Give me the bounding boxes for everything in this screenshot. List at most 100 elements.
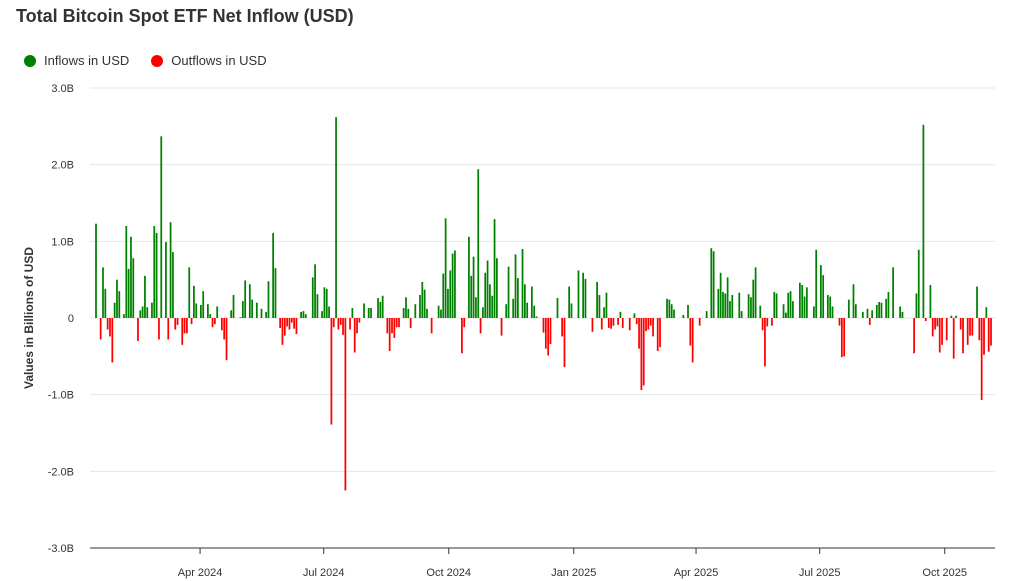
inflow-bar[interactable] xyxy=(596,281,598,318)
outflow-bar[interactable] xyxy=(167,318,170,340)
outflow-bar[interactable] xyxy=(691,318,694,363)
outflow-bar[interactable] xyxy=(174,318,177,330)
inflow-bar[interactable] xyxy=(472,256,475,318)
inflow-bar[interactable] xyxy=(239,317,242,319)
outflow-bar[interactable] xyxy=(409,318,412,328)
inflow-bar[interactable] xyxy=(831,306,834,319)
outflow-bar[interactable] xyxy=(283,318,286,336)
inflow-bar[interactable] xyxy=(712,251,715,318)
outflow-bar[interactable] xyxy=(962,318,964,354)
inflow-bar[interactable] xyxy=(759,305,762,318)
inflow-bar[interactable] xyxy=(929,285,932,318)
inflow-bar[interactable] xyxy=(750,297,752,318)
inflow-bar[interactable] xyxy=(885,298,887,318)
outflow-bar[interactable] xyxy=(600,318,603,330)
inflow-bar[interactable] xyxy=(922,124,925,318)
inflow-bar[interactable] xyxy=(486,260,489,319)
inflow-bar[interactable] xyxy=(300,311,302,318)
outflow-bar[interactable] xyxy=(183,318,186,334)
outflow-bar[interactable] xyxy=(983,318,985,355)
outflow-bar[interactable] xyxy=(111,318,114,363)
inflow-bar[interactable] xyxy=(738,292,741,318)
outflow-bar[interactable] xyxy=(286,318,288,327)
outflow-bar[interactable] xyxy=(689,318,692,346)
inflow-bar[interactable] xyxy=(950,315,953,318)
outflow-bar[interactable] xyxy=(838,318,841,326)
inflow-bar[interactable] xyxy=(426,308,428,318)
inflow-bar[interactable] xyxy=(230,310,233,318)
inflow-bar[interactable] xyxy=(880,302,883,318)
outflow-bar[interactable] xyxy=(966,318,969,345)
outflow-bar[interactable] xyxy=(356,318,358,334)
outflow-bar[interactable] xyxy=(290,318,293,323)
inflow-bar[interactable] xyxy=(251,299,254,318)
inflow-bar[interactable] xyxy=(875,304,878,318)
outflow-bar[interactable] xyxy=(771,318,773,326)
inflow-bar[interactable] xyxy=(414,304,417,318)
outflow-bar[interactable] xyxy=(649,318,652,326)
inflow-bar[interactable] xyxy=(125,226,128,318)
inflow-bar[interactable] xyxy=(325,288,328,318)
inflow-bar[interactable] xyxy=(314,264,316,318)
inflow-bar[interactable] xyxy=(806,287,808,318)
inflow-bar[interactable] xyxy=(200,304,202,318)
inflow-bar[interactable] xyxy=(482,307,484,318)
inflow-bar[interactable] xyxy=(789,291,792,318)
inflow-bar[interactable] xyxy=(160,136,163,318)
outflow-bar[interactable] xyxy=(645,318,647,332)
outflow-bar[interactable] xyxy=(281,318,284,345)
inflow-bar[interactable] xyxy=(447,288,449,318)
outflow-bar[interactable] xyxy=(500,318,503,336)
inflow-bar[interactable] xyxy=(603,307,605,318)
inflow-bar[interactable] xyxy=(493,219,496,318)
outflow-bar[interactable] xyxy=(295,318,298,335)
outflow-bar[interactable] xyxy=(342,318,344,335)
inflow-bar[interactable] xyxy=(260,308,263,318)
outflow-bar[interactable] xyxy=(978,318,981,341)
inflow-bar[interactable] xyxy=(123,314,125,318)
inflow-bar[interactable] xyxy=(799,282,801,318)
outflow-bar[interactable] xyxy=(945,318,948,341)
outflow-bar[interactable] xyxy=(542,318,545,333)
inflow-bar[interactable] xyxy=(731,295,734,318)
inflow-bar[interactable] xyxy=(754,267,757,318)
outflow-bar[interactable] xyxy=(339,318,342,325)
inflow-bar[interactable] xyxy=(139,310,142,318)
inflow-bar[interactable] xyxy=(899,306,901,319)
inflow-bar[interactable] xyxy=(598,295,601,318)
inflow-bar[interactable] xyxy=(854,304,857,318)
inflow-bar[interactable] xyxy=(568,286,571,318)
inflow-bar[interactable] xyxy=(407,308,410,318)
outflow-bar[interactable] xyxy=(980,318,983,401)
inflow-bar[interactable] xyxy=(852,284,855,318)
inflow-bar[interactable] xyxy=(822,275,825,318)
inflow-bar[interactable] xyxy=(740,311,743,318)
outflow-bar[interactable] xyxy=(337,318,340,330)
outflow-bar[interactable] xyxy=(386,318,389,334)
inflow-bar[interactable] xyxy=(95,223,97,318)
inflow-bar[interactable] xyxy=(141,306,144,319)
inflow-bar[interactable] xyxy=(773,291,776,318)
outflow-bar[interactable] xyxy=(288,318,291,330)
outflow-bar[interactable] xyxy=(430,318,433,334)
inflow-bar[interactable] xyxy=(144,275,146,318)
inflow-bar[interactable] xyxy=(819,265,822,318)
outflow-bar[interactable] xyxy=(561,318,564,337)
outflow-bar[interactable] xyxy=(607,318,610,328)
inflow-bar[interactable] xyxy=(130,236,132,318)
outflow-bar[interactable] xyxy=(987,318,990,352)
inflow-bar[interactable] xyxy=(423,289,426,318)
outflow-bar[interactable] xyxy=(638,318,640,349)
inflow-bar[interactable] xyxy=(323,287,326,318)
outflow-bar[interactable] xyxy=(931,318,934,337)
outflow-bar[interactable] xyxy=(225,318,228,361)
outflow-bar[interactable] xyxy=(137,318,139,341)
inflow-bar[interactable] xyxy=(803,296,806,318)
outflow-bar[interactable] xyxy=(952,318,955,359)
outflow-bar[interactable] xyxy=(990,318,992,346)
outflow-bar[interactable] xyxy=(293,318,295,329)
outflow-bar[interactable] xyxy=(938,318,941,353)
inflow-bar[interactable] xyxy=(512,298,515,318)
inflow-bar[interactable] xyxy=(232,295,235,318)
inflow-bar[interactable] xyxy=(272,232,275,318)
